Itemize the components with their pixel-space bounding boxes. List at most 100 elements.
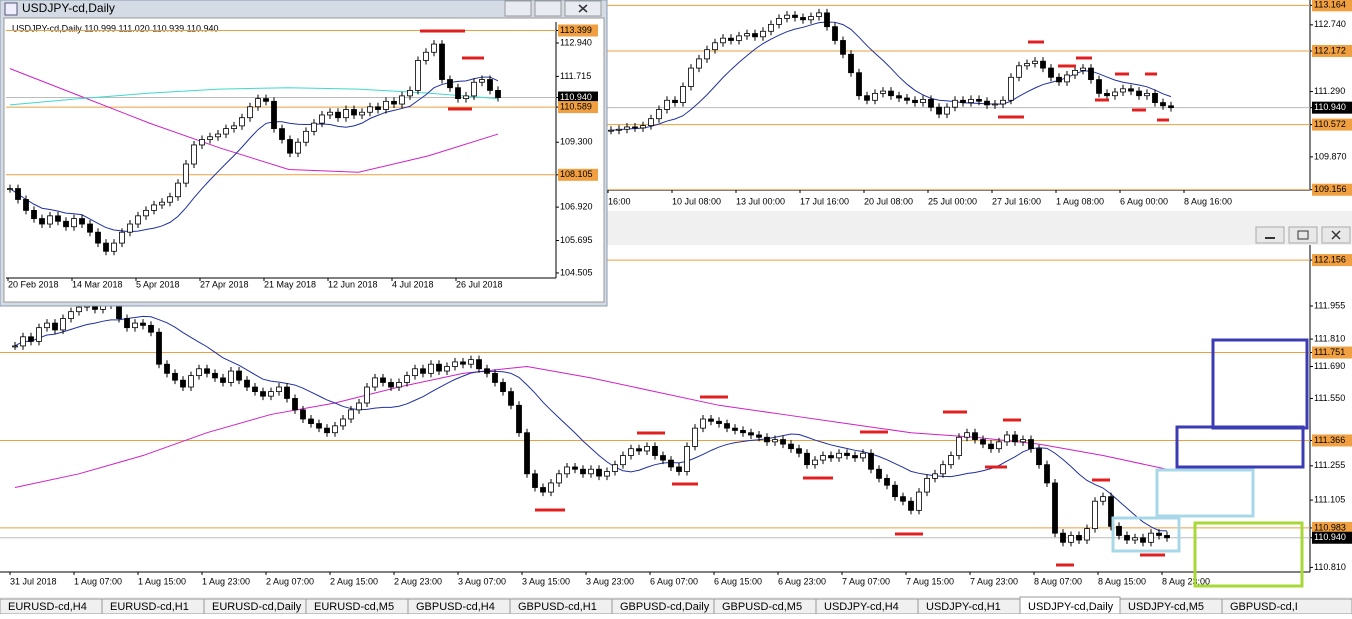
candle — [172, 372, 178, 381]
candle — [76, 306, 82, 313]
y-tick-label: 113.164 — [1314, 0, 1346, 10]
candle — [348, 409, 354, 420]
candle — [287, 139, 293, 154]
candle — [39, 218, 45, 225]
candle — [604, 471, 610, 477]
candle — [804, 452, 810, 466]
candle — [367, 106, 373, 113]
candle — [980, 439, 986, 445]
candle — [279, 128, 285, 140]
minimize-button[interactable] — [504, 0, 532, 17]
y-tick-label: 111.255 — [1314, 460, 1345, 470]
price-tag — [1312, 44, 1352, 57]
candle — [680, 86, 686, 103]
candle — [832, 26, 838, 41]
candle — [1144, 92, 1150, 97]
x-tick-label: 8 Aug 16:00 — [1184, 196, 1232, 206]
candle — [316, 423, 322, 429]
x-tick-label: 10 Jul 08:00 — [672, 196, 721, 206]
candle — [268, 391, 274, 397]
y-tick-label: 110.589 — [560, 101, 592, 111]
candle — [860, 452, 866, 459]
candle — [487, 79, 493, 91]
maximize-button[interactable] — [534, 0, 562, 17]
candle — [207, 136, 213, 140]
candle — [148, 324, 154, 333]
candle — [968, 98, 974, 103]
x-tick-label: 20 Jul 08:00 — [864, 196, 913, 206]
candle — [960, 99, 966, 103]
candle — [1084, 528, 1090, 541]
candle — [68, 311, 74, 319]
chart-tab-label: EURUSD-cd,H4 — [8, 601, 87, 613]
candle — [335, 111, 341, 119]
candle — [215, 133, 221, 138]
candle — [988, 443, 994, 450]
candle — [972, 432, 978, 440]
x-tick-label: 25 Jul 00:00 — [928, 196, 977, 206]
candle — [1168, 105, 1174, 109]
price-tag — [558, 91, 598, 104]
window-icon — [4, 2, 18, 16]
candle — [936, 106, 942, 115]
candle — [140, 322, 146, 326]
mid-ma — [9, 87, 499, 106]
candle — [364, 386, 370, 404]
candle — [7, 188, 13, 190]
candle — [36, 327, 42, 342]
candle — [28, 336, 34, 342]
x-tick-label: 3 Aug 07:00 — [458, 576, 506, 586]
candle — [752, 33, 758, 38]
candle — [944, 106, 950, 115]
candle — [900, 496, 906, 502]
candle — [1128, 88, 1134, 92]
price-tag — [558, 168, 598, 181]
candle — [220, 377, 226, 383]
candle — [952, 99, 958, 108]
candle — [676, 466, 682, 472]
candle — [692, 427, 698, 447]
candle — [31, 209, 37, 219]
candle — [812, 459, 818, 466]
candle — [708, 418, 714, 422]
candle — [768, 23, 774, 32]
candle — [1028, 439, 1034, 450]
candle — [920, 98, 926, 103]
candle — [632, 126, 638, 129]
chart-tab-label: EURUSD-cd,H1 — [110, 601, 189, 613]
candle — [672, 99, 678, 103]
y-tick-label: 110.983 — [1314, 522, 1346, 532]
candle — [508, 391, 514, 406]
candle — [452, 361, 458, 367]
minimize-button[interactable] — [1255, 226, 1285, 244]
candle — [1020, 439, 1026, 443]
candle — [772, 439, 778, 443]
icon — [578, 4, 588, 13]
candle — [423, 51, 429, 61]
candle — [164, 363, 170, 374]
candle — [116, 304, 122, 319]
x-tick-label: 21 May 2018 — [264, 279, 316, 289]
candle — [79, 218, 85, 225]
candle — [468, 359, 474, 365]
candle — [628, 448, 634, 456]
candle — [143, 209, 149, 217]
candle — [856, 72, 862, 97]
x-tick-label: 12 Jun 2018 — [328, 279, 378, 289]
y-tick-label: 111.366 — [1314, 435, 1345, 445]
x-tick-label: 7 Aug 07:00 — [842, 576, 890, 586]
x-tick-label: 31 Jul 2018 — [10, 576, 57, 586]
zone-box — [1193, 521, 1304, 588]
candle — [124, 318, 130, 329]
candle — [852, 455, 858, 459]
y-tick-label: 111.290 — [1314, 86, 1345, 96]
candle — [428, 363, 434, 374]
chart-tab-label: GBPUSD-cd,I — [1230, 601, 1298, 613]
maximize-button[interactable] — [1288, 226, 1318, 244]
x-tick-label: 2 Aug 15:00 — [330, 576, 378, 586]
x-tick-label: 8 Aug 23:00 — [1162, 576, 1210, 586]
candle — [276, 386, 282, 393]
candle — [132, 322, 138, 329]
candle — [1116, 525, 1122, 536]
candle — [196, 368, 202, 377]
